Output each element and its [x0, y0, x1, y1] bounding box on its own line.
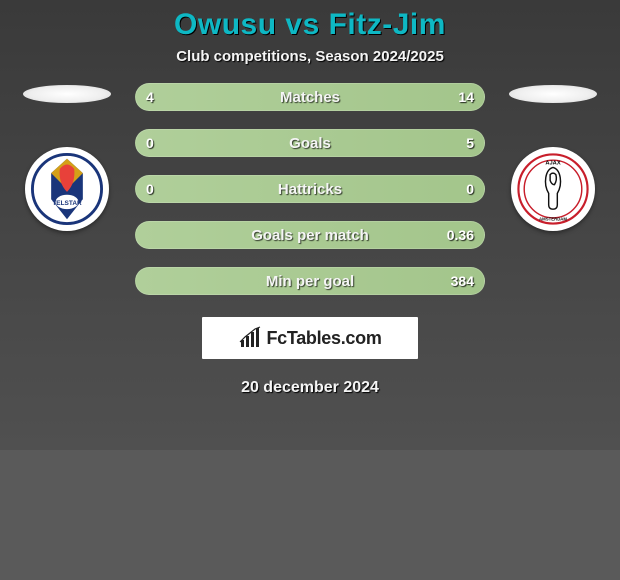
stat-label: Min per goal [136, 273, 484, 290]
stat-rows: 4 Matches 14 0 Goals 5 0 Hattricks 0 Goa… [135, 83, 485, 295]
stat-row: 4 Matches 14 [135, 83, 485, 111]
stat-left-value: 0 [146, 181, 154, 197]
page-title: Owusu vs Fitz-Jim [0, 8, 620, 42]
team-crest-left: TELSTAR [25, 147, 109, 231]
stat-left-value: 4 [146, 89, 154, 105]
brand-chart-icon [238, 326, 262, 350]
stat-label: Matches [136, 89, 484, 106]
stat-right-value: 0.36 [447, 227, 474, 243]
comparison-card: Owusu vs Fitz-Jim Club competitions, Sea… [0, 0, 620, 450]
telstar-crest-icon: TELSTAR [31, 153, 103, 225]
ajax-crest-icon: AJAX AMSTERDAM [517, 153, 589, 225]
team-crest-right: AJAX AMSTERDAM [511, 147, 595, 231]
stat-right-value: 384 [451, 273, 474, 289]
subtitle: Club competitions, Season 2024/2025 [0, 48, 620, 65]
svg-text:AMSTERDAM: AMSTERDAM [539, 217, 567, 222]
stat-row: Min per goal 384 [135, 267, 485, 295]
svg-text:AJAX: AJAX [545, 161, 561, 167]
left-side: TELSTAR [17, 83, 117, 231]
stat-label: Goals per match [136, 227, 484, 244]
brand-badge: FcTables.com [202, 317, 418, 359]
stat-label: Hattricks [136, 181, 484, 198]
stat-right-value: 0 [466, 181, 474, 197]
content-row: TELSTAR 4 Matches 14 0 Goals 5 0 Hattric… [0, 83, 620, 295]
stat-label: Goals [136, 135, 484, 152]
stat-row: 0 Goals 5 [135, 129, 485, 157]
stat-left-value: 0 [146, 135, 154, 151]
brand-text: FcTables.com [266, 328, 381, 349]
date-text: 20 december 2024 [0, 379, 620, 397]
player-silhouette-right [509, 85, 597, 103]
player-silhouette-left [23, 85, 111, 103]
stat-row: Goals per match 0.36 [135, 221, 485, 249]
svg-text:TELSTAR: TELSTAR [52, 200, 82, 207]
stat-row: 0 Hattricks 0 [135, 175, 485, 203]
stat-right-value: 14 [458, 89, 474, 105]
stat-right-value: 5 [466, 135, 474, 151]
right-side: AJAX AMSTERDAM [503, 83, 603, 231]
